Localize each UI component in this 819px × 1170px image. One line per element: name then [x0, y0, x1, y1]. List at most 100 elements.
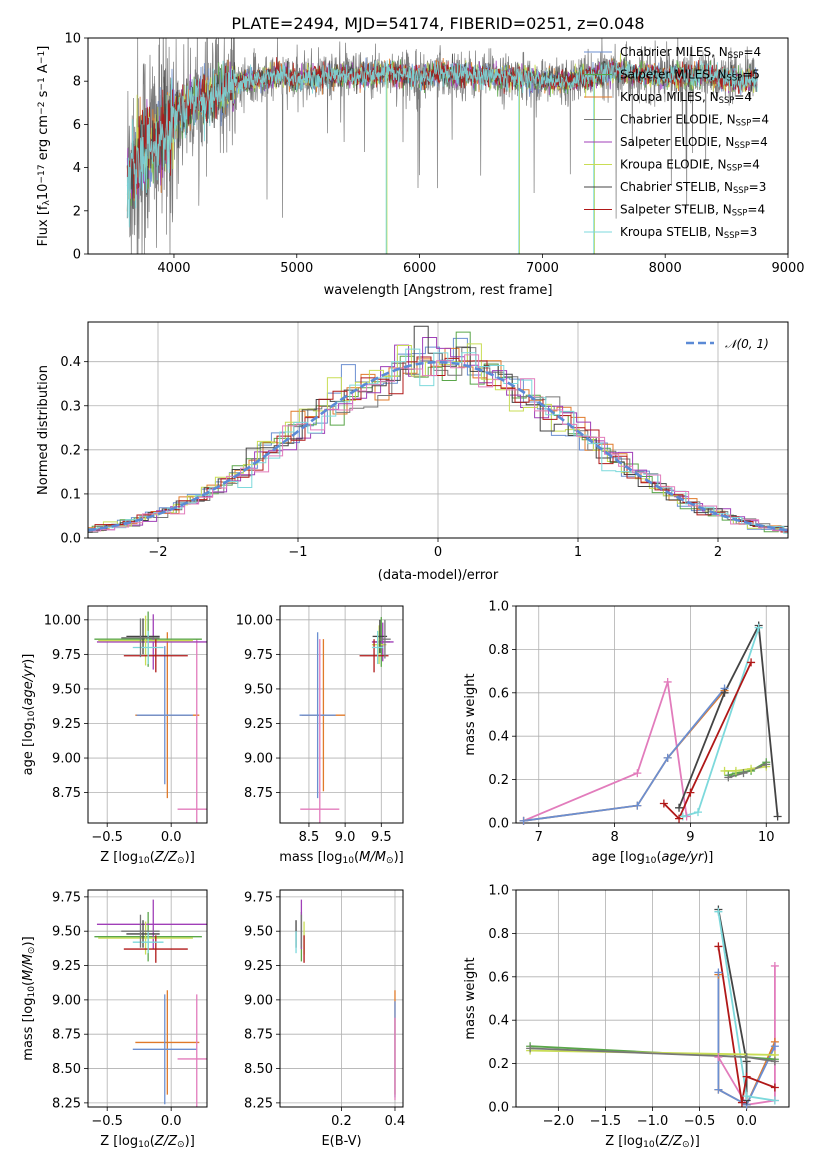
weight-point-marker	[739, 769, 748, 778]
y-tick-label: 0.1	[60, 487, 81, 502]
y-tick-label: 0.0	[60, 532, 81, 547]
grid-lines	[516, 605, 789, 824]
y-axis-label-part: )]	[21, 936, 36, 946]
x-tick-label: −1.0	[637, 1114, 669, 1129]
weight-point-marker	[742, 1092, 751, 1101]
y-tick-label: 9.75	[244, 890, 273, 905]
x-tick-label: 1	[574, 545, 582, 560]
legend-entry-part: SSP	[733, 185, 749, 195]
axes-frame	[87, 605, 208, 824]
x-axis-label-part: Z/Z	[154, 1134, 178, 1149]
y-tick-label: 0.6	[488, 970, 509, 985]
y-tick-label: 8.75	[52, 786, 81, 801]
axes-frame	[87, 321, 789, 539]
y-tick-label: 9.50	[244, 682, 273, 697]
y-axis-label-part: λ	[42, 200, 52, 206]
weight-point-marker	[742, 1053, 751, 1062]
y-axis-label-part: age/yr	[21, 662, 36, 705]
x-tick-label: 7	[535, 830, 543, 845]
y-tick-label: 9.25	[244, 959, 273, 974]
y-tick-label: 0.4	[488, 730, 509, 745]
y-tick-label: 0.3	[60, 399, 81, 414]
ticks: 7 8 9 10 0.0 0.2 0.4 0.6 0.8 1.0	[488, 600, 774, 846]
legend-entry-part: SSP	[732, 208, 748, 218]
y-axis-label-part: A	[36, 64, 51, 77]
y-tick-label: 9.50	[52, 682, 81, 697]
y-tick-label: 8.50	[244, 1062, 273, 1077]
normal-curve	[88, 360, 788, 532]
histogram-series	[88, 325, 788, 533]
y-axis-label-part: s	[36, 90, 51, 101]
weight-series-line	[678, 622, 779, 817]
weight-series-line	[523, 687, 726, 822]
weight-point-marker	[770, 1057, 779, 1066]
legend-entry: Chabrier STELIB, NSSP=3	[620, 180, 766, 195]
y-tick-label: 0.4	[488, 1014, 509, 1029]
x-axis-label-part: 10	[138, 856, 150, 866]
weight-point-marker	[747, 658, 756, 667]
x-axis-label-part: 10	[645, 856, 657, 866]
weight-series-line	[523, 681, 688, 822]
legend-entry: Salpeter MILES, NSSP=5	[620, 68, 760, 83]
plot-area	[299, 617, 394, 823]
legend-entry-part: Chabrier STELIB, N	[620, 180, 733, 194]
x-axis-label-part: 10	[643, 1140, 655, 1150]
y-axis-label-part: age [log	[21, 722, 36, 775]
legend-entry-part: SSP	[727, 163, 743, 173]
weight-point-marker	[526, 1044, 535, 1053]
y-tick-label: 8	[73, 75, 81, 90]
weight-point-marker	[686, 788, 695, 797]
x-tick-label: −0.5	[91, 830, 123, 845]
x-axis-label-part: (	[150, 850, 155, 865]
x-axis-label-part: 10	[342, 856, 354, 866]
legend-entry-part: Chabrier ELODIE, N	[620, 113, 736, 127]
weight-point-marker	[770, 1083, 779, 1092]
x-tick-label: 2	[714, 545, 722, 560]
axes-frame	[515, 605, 790, 824]
x-axis-label: age [log10(age/yr)]	[592, 850, 714, 866]
y-axis-label-part: Flux [f	[36, 205, 51, 246]
x-tick-label: 9.5	[371, 830, 392, 845]
x-tick-label: 9	[686, 830, 694, 845]
x-axis-label-part: age/yr	[662, 850, 705, 865]
grid-lines	[516, 889, 789, 1108]
y-axis-label-part: 10	[27, 986, 37, 998]
x-tick-label: 7000	[526, 261, 559, 276]
legend-entry-part: SSP	[727, 73, 743, 83]
y-axis-label: age [log10(age/yr)]	[21, 654, 37, 776]
x-tick-label: −2.0	[543, 1114, 575, 1129]
legend-entry-part: =3	[749, 180, 767, 194]
y-tick-label: 9.75	[52, 890, 81, 905]
x-tick-label: 9.0	[335, 830, 356, 845]
x-axis-label-part: (	[656, 850, 661, 865]
weight-point-marker	[720, 688, 729, 697]
y-axis-label-part: −2	[37, 102, 47, 115]
plot-area	[94, 611, 207, 823]
weight-point-marker	[714, 942, 723, 951]
weight-point-marker	[663, 753, 672, 762]
legend-entry-part: Salpeter STELIB, N	[620, 203, 732, 217]
legend-entry: Salpeter STELIB, NSSP=4	[620, 203, 765, 218]
weight-point-marker	[714, 907, 723, 916]
weight-point-marker	[724, 773, 733, 782]
x-tick-label: 5000	[280, 261, 313, 276]
axes-spectrum: 4000 5000 6000 7000 8000 9000 0 2 4 6 8 10 PLATE=249…	[36, 14, 805, 298]
x-axis-label-part: (	[354, 850, 359, 865]
y-axis-label-part: (	[21, 981, 36, 986]
y-axis-label-part: −1	[37, 51, 47, 64]
y-axis-label: Normed distribution	[36, 365, 51, 495]
ticks: −2 −1 0 1 2 0.0 0.1 0.2 0.3 0.4	[60, 355, 722, 560]
weight-point-marker	[519, 816, 528, 825]
weight-point-marker	[747, 764, 756, 773]
axes-mass_vs_ebv: 0.2 0.4 8.25 8.50 8.75 9.00 9.25 9.50 9.75 E(B-V)	[244, 889, 405, 1149]
x-tick-label: −2	[148, 545, 167, 560]
y-tick-label: 9.00	[52, 752, 81, 767]
y-tick-label: 0.2	[488, 1057, 509, 1072]
legend-entry-part: Kroupa STELIB, N	[620, 225, 724, 239]
x-axis-label-part: age [log	[592, 850, 645, 865]
ticks: −0.5 0.0 8.25 8.50 8.75 9.00 9.25 9.50 9.75	[52, 890, 181, 1129]
legend-entry-part: SSP	[736, 118, 752, 128]
axes-age_vs_mass: 8.5 9.0 9.5 8.75 9.00 9.25 9.50 9.75 10.00 mass […	[236, 605, 404, 866]
